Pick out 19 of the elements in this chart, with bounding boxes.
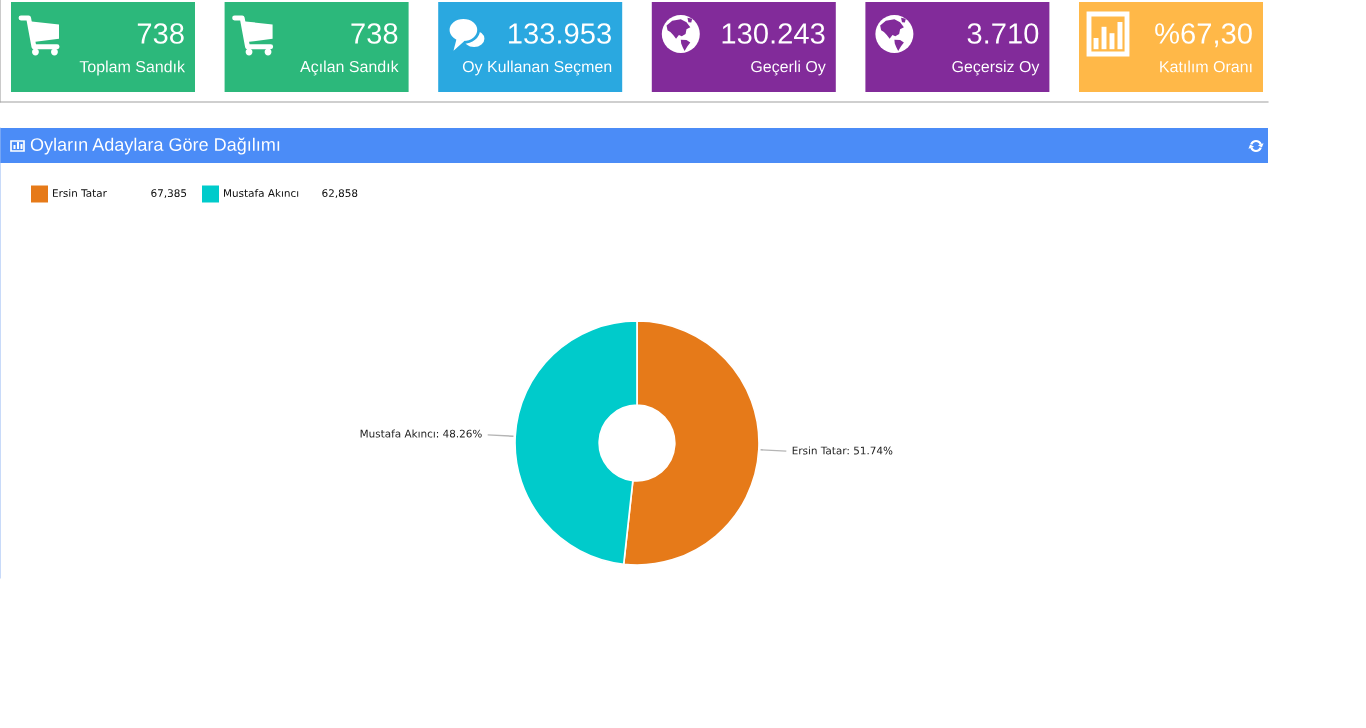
legend-label: Ersin Tatar bbox=[53, 188, 107, 198]
text: 62,858 bbox=[322, 189, 358, 199]
text: 133.953 bbox=[509, 23, 611, 44]
text: 738 bbox=[351, 23, 398, 44]
text: Geçerli Oy bbox=[751, 60, 826, 76]
text: Toplam Sandık bbox=[79, 60, 186, 76]
text: %67,30 bbox=[1155, 23, 1252, 48]
text: 738 bbox=[137, 23, 184, 44]
data-label: Ersin Tatar: 51.74% bbox=[792, 446, 893, 455]
text: Katılım Oranı bbox=[1160, 60, 1252, 73]
text: 67,385 bbox=[151, 189, 187, 199]
legend-label: Mustafa Akıncı bbox=[224, 188, 299, 198]
text: Oy Kullanan Seçmen bbox=[462, 60, 612, 76]
data-label: Mustafa Akıncı: 48.26% bbox=[360, 429, 482, 438]
text: 130.243 bbox=[722, 23, 825, 44]
chart-title: Oyların Adaylara Göre Dağılımı bbox=[30, 137, 280, 155]
text: Geçersiz Oy bbox=[952, 60, 1040, 76]
text: Açılan Sandık bbox=[300, 60, 399, 76]
text: 3.710 bbox=[967, 23, 1039, 44]
